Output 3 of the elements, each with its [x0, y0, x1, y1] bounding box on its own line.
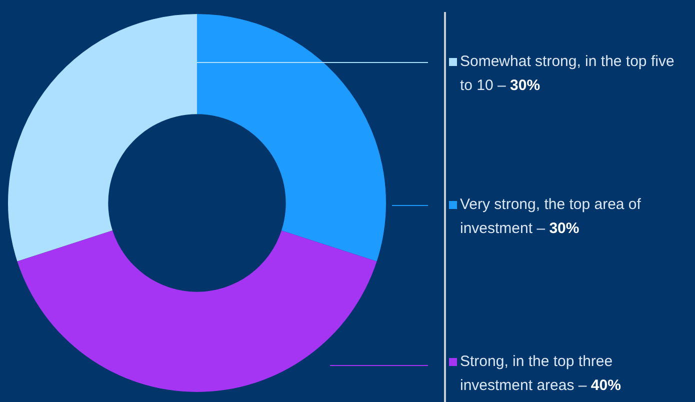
data-label: 30%: [549, 220, 580, 237]
data-label: 30%: [510, 77, 540, 94]
data-label: 40%: [590, 377, 621, 394]
